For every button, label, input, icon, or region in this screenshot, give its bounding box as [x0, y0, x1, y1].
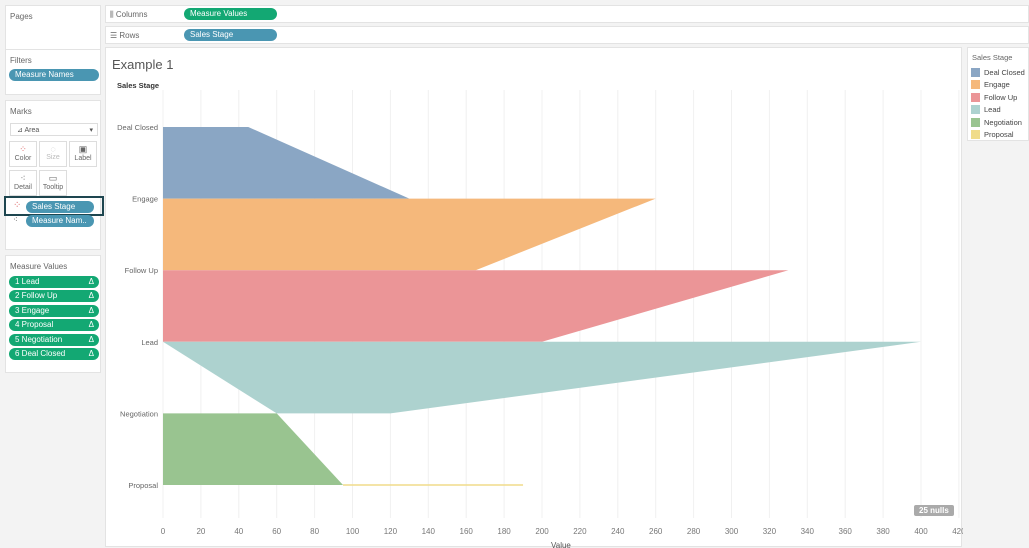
detail-icon: ⁖ [20, 173, 26, 183]
rows-label: ☰ Rows [110, 31, 140, 40]
x-tick-label: 260 [649, 527, 663, 536]
x-tick-label: 180 [497, 527, 511, 536]
tooltip-icon: ▭ [48, 173, 58, 183]
color-dots-icon: ⁘ [13, 200, 22, 211]
nulls-badge[interactable]: 25 nulls [914, 505, 954, 516]
x-tick-label: 120 [384, 527, 398, 536]
area-deal-closed[interactable] [163, 127, 410, 199]
legend-item[interactable]: Lead [968, 104, 1028, 117]
x-tick-label: 420 [952, 527, 963, 536]
x-tick-label: 220 [573, 527, 587, 536]
legend-card: Sales Stage Deal Closed Engage Follow Up Le… [967, 47, 1029, 141]
detail-button[interactable]: ⁖ Detail [9, 170, 37, 196]
x-tick-label: 240 [611, 527, 625, 536]
measure-value-pill[interactable]: 3 Engage Δ [9, 304, 99, 317]
y-tick-label: Negotiation [120, 409, 158, 418]
measure-value-pill[interactable]: 1 Lead Δ [9, 276, 99, 288]
marks-card: Marks ⊿ Area ▾ ⁘ Color ◌ Size ▣ Label ⁖ Detai… [4, 100, 104, 250]
x-tick-label: 360 [839, 527, 853, 536]
x-tick-label: 280 [687, 527, 701, 536]
delta-icon: Δ [88, 334, 94, 344]
delta-icon: Δ [88, 305, 94, 315]
legend-item[interactable]: Proposal [968, 129, 1028, 142]
columns-pill[interactable]: Measure Values [184, 8, 277, 20]
columns-shelf[interactable]: ⫼ Columns Measure Values [105, 5, 1029, 23]
x-tick-label: 300 [725, 527, 739, 536]
legend-item[interactable]: Deal Closed [968, 66, 1028, 79]
rows-pill[interactable]: Sales Stage [184, 29, 277, 41]
label-button[interactable]: ▣ Label [69, 141, 97, 167]
legend-swatch [971, 67, 980, 77]
chart-panel: Example 1 Sales Stage 0 20 40 60 80 100 120 140… [105, 47, 963, 548]
marks-field-sales-stage[interactable]: Sales Stage [26, 201, 94, 213]
measure-value-pill[interactable]: 4 Proposal Δ [9, 319, 99, 332]
filters-title: Filters [10, 56, 32, 65]
sheet-title: Example 1 [112, 57, 174, 72]
delta-icon: Δ [88, 291, 94, 301]
legend-title: Sales Stage [972, 53, 1013, 62]
measure-values-title: Measure Values [10, 262, 68, 271]
label-icon: ▣ [78, 144, 88, 154]
delta-icon: Δ [88, 277, 94, 286]
columns-label: ⫼ Columns [110, 10, 148, 19]
x-tick-label: 100 [346, 527, 360, 536]
y-tick-label: Deal Closed [117, 123, 158, 132]
y-tick-label: Proposal [128, 481, 158, 490]
legend-swatch [971, 92, 980, 102]
area-negotiation[interactable] [163, 413, 344, 485]
x-tick-label: 20 [196, 527, 205, 536]
area-follow-up[interactable] [163, 270, 789, 342]
x-tick-label: 200 [535, 527, 549, 536]
x-tick-label: 380 [876, 527, 890, 536]
filter-pill[interactable]: Measure Names [9, 69, 99, 81]
legend-item[interactable]: Follow Up [968, 91, 1028, 104]
y-tick-label: Engage [132, 195, 158, 204]
x-tick-label: 340 [801, 527, 815, 536]
measure-values-card: Measure Values 1 Lead Δ 2 Follow Up Δ 3 Enga… [5, 255, 101, 373]
x-tick-label: 60 [272, 527, 281, 536]
x-tick-label: 80 [310, 527, 319, 536]
size-button[interactable]: ◌ Size [39, 141, 67, 167]
delta-icon: Δ [88, 349, 94, 358]
marks-title: Marks [10, 107, 32, 116]
tooltip-button[interactable]: ▭ Tooltip [39, 170, 67, 196]
filters-card: Filters Measure Names [5, 49, 101, 95]
x-tick-label: 140 [422, 527, 436, 536]
legend-item[interactable]: Negotiation [968, 116, 1028, 129]
x-tick-label: 400 [914, 527, 928, 536]
delta-icon: Δ [88, 320, 94, 330]
detail-icon: ⁖ [13, 215, 18, 224]
marks-field-measure-names[interactable]: Measure Nam.. [26, 215, 94, 227]
pages-title: Pages [10, 12, 33, 21]
color-button[interactable]: ⁘ Color [9, 141, 37, 167]
area-lead[interactable] [163, 341, 921, 414]
color-dots-icon: ⁘ [19, 144, 27, 154]
y-axis-title: Sales Stage [117, 81, 160, 90]
legend-swatch [971, 105, 980, 115]
y-tick-label: Lead [141, 338, 158, 347]
x-tick-label: 160 [460, 527, 474, 536]
area-chart[interactable]: 0 20 40 60 80 100 120 140 160 180 200 220 240 260 280 3… [106, 48, 963, 548]
x-tick-label: 0 [161, 527, 166, 536]
area-engage[interactable] [163, 198, 656, 271]
y-tick-label: Follow Up [125, 266, 158, 275]
legend-swatch [971, 130, 980, 140]
chevron-down-icon: ▾ [89, 127, 93, 134]
legend-swatch [971, 117, 980, 127]
rows-shelf[interactable]: ☰ Rows Sales Stage [105, 26, 1029, 44]
x-tick-label: 40 [234, 527, 243, 536]
measure-value-pill[interactable]: 6 Deal Closed Δ [9, 348, 99, 360]
size-icon: ◌ [50, 144, 56, 154]
measure-value-pill[interactable]: 5 Negotiation Δ [9, 333, 99, 346]
mark-type-dropdown[interactable]: ⊿ Area ▾ [10, 123, 98, 136]
legend-swatch [971, 80, 980, 90]
x-axis-title: Value [551, 541, 571, 548]
legend-item[interactable]: Engage [968, 79, 1028, 92]
measure-value-pill[interactable]: 2 Follow Up Δ [9, 290, 99, 303]
x-tick-label: 320 [763, 527, 777, 536]
